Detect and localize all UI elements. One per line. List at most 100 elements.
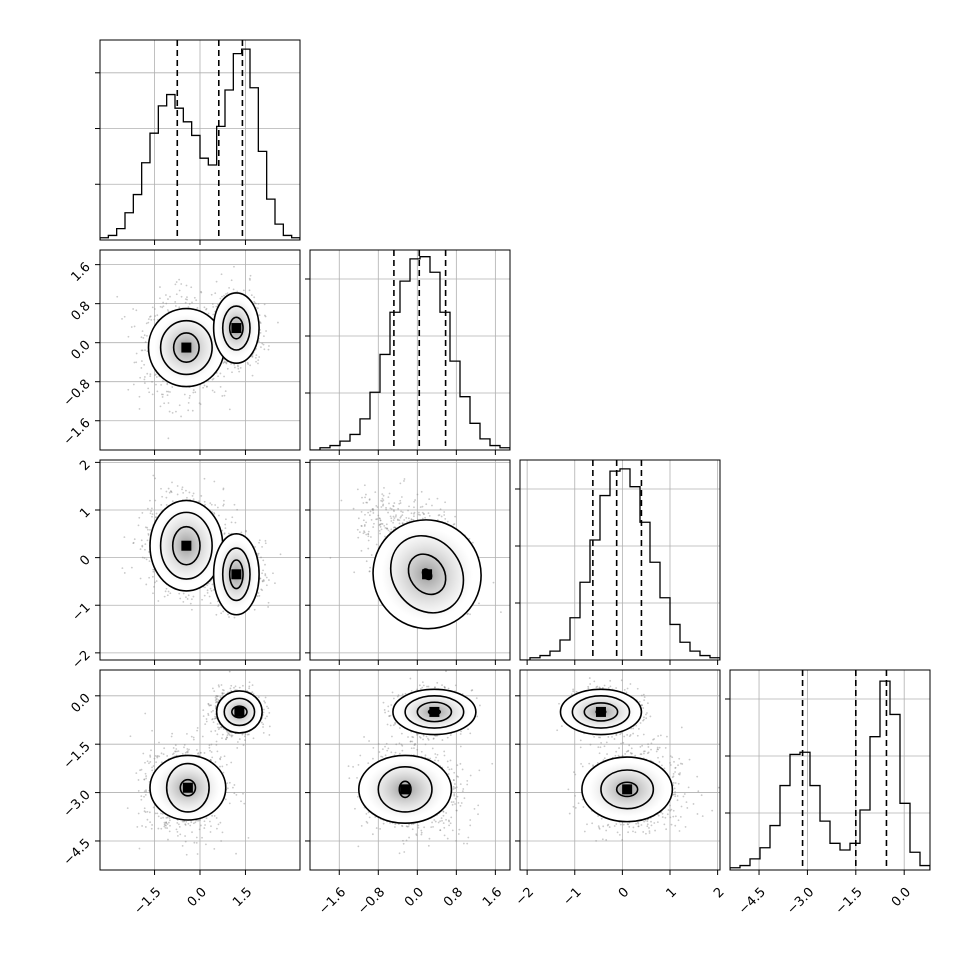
scatter-point bbox=[219, 385, 222, 388]
scatter-point bbox=[139, 548, 142, 551]
scatter-point bbox=[226, 292, 229, 295]
scatter-point bbox=[160, 383, 163, 386]
scatter-point bbox=[379, 532, 381, 535]
scatter-point bbox=[413, 512, 415, 515]
scatter-point bbox=[159, 297, 161, 300]
scatter-point bbox=[437, 514, 440, 517]
contour-level-0_1-1-2 bbox=[212, 292, 260, 364]
scatter-point bbox=[154, 581, 156, 584]
scatter-point bbox=[217, 375, 219, 378]
scatter-point bbox=[116, 295, 119, 298]
scatter-point bbox=[145, 322, 148, 325]
scatter-point bbox=[149, 375, 152, 377]
scatter-point bbox=[372, 509, 374, 512]
panel-2-1 bbox=[305, 459, 511, 665]
scatter-point bbox=[139, 577, 142, 580]
ytick-label-2-2: 0 bbox=[77, 553, 93, 569]
scatter-point bbox=[143, 382, 146, 384]
contour-level-0_2-1-2 bbox=[212, 533, 260, 616]
scatter-point bbox=[379, 519, 382, 522]
scatter-point bbox=[277, 321, 279, 324]
scatter-point bbox=[384, 527, 387, 529]
scatter-point bbox=[132, 308, 135, 310]
scatter-point bbox=[154, 477, 157, 480]
scatter-point bbox=[356, 488, 359, 491]
scatter-point bbox=[178, 278, 181, 281]
scatter-point bbox=[222, 504, 225, 507]
scatter-point bbox=[264, 563, 266, 566]
scatter-point bbox=[224, 527, 227, 530]
scatter-point bbox=[390, 508, 393, 510]
scatter-point bbox=[362, 532, 365, 535]
scatter-point bbox=[389, 515, 392, 518]
scatter-point bbox=[162, 301, 165, 304]
scatter-point bbox=[155, 516, 157, 519]
scatter-point bbox=[170, 491, 173, 494]
scatter-point bbox=[133, 538, 136, 541]
scatter-point bbox=[224, 361, 227, 363]
scatter-point bbox=[265, 576, 268, 579]
scatter-point bbox=[258, 541, 260, 544]
scatter-point bbox=[216, 600, 219, 603]
scatter-point bbox=[143, 376, 146, 378]
scatter-point bbox=[222, 487, 225, 490]
scatter-point bbox=[211, 378, 214, 381]
scatter-point bbox=[150, 510, 153, 513]
scatter-point bbox=[178, 289, 181, 292]
scatter-point bbox=[236, 508, 239, 511]
scatter-point bbox=[200, 291, 203, 294]
density-peak-0_2-0 bbox=[181, 540, 192, 551]
scatter-point bbox=[253, 296, 256, 299]
scatter-point bbox=[187, 402, 190, 404]
scatter-point bbox=[221, 295, 223, 298]
scatter-point bbox=[153, 318, 156, 321]
scatter-point bbox=[176, 485, 179, 487]
scatter-point bbox=[147, 532, 150, 535]
scatter-point bbox=[165, 503, 168, 506]
scatter-point bbox=[200, 290, 202, 293]
scatter-point bbox=[167, 402, 170, 404]
scatter-point bbox=[146, 526, 149, 529]
scatter-point bbox=[168, 491, 171, 494]
scatter-point bbox=[148, 391, 151, 394]
scatter-point bbox=[151, 380, 153, 383]
scatter-point bbox=[127, 335, 130, 338]
histogram-1 bbox=[310, 256, 510, 450]
scatter-point bbox=[365, 521, 368, 524]
scatter-point bbox=[379, 525, 382, 528]
scatter-point bbox=[142, 337, 145, 339]
scatter-point bbox=[150, 507, 153, 510]
scatter-point bbox=[171, 386, 174, 388]
scatter-point bbox=[159, 286, 161, 288]
scatter-point bbox=[217, 604, 220, 606]
scatter-point bbox=[159, 405, 162, 408]
scatter-point bbox=[398, 502, 401, 505]
contour-level-0_1-1-1 bbox=[221, 305, 251, 351]
scatter-point bbox=[259, 577, 262, 580]
scatter-point bbox=[212, 306, 215, 308]
scatter-point bbox=[178, 306, 181, 309]
scatter-point bbox=[428, 515, 431, 517]
scatter-point bbox=[329, 556, 332, 559]
scatter-point bbox=[380, 528, 383, 531]
scatter-point bbox=[144, 349, 146, 352]
scatter-point bbox=[257, 302, 260, 305]
scatter-point bbox=[257, 592, 260, 594]
scatter-point bbox=[149, 316, 151, 318]
scatter-point bbox=[146, 372, 149, 375]
scatter-point bbox=[223, 532, 226, 535]
scatter-point bbox=[258, 539, 261, 542]
scatter-point bbox=[147, 534, 150, 536]
scatter-point bbox=[178, 592, 181, 595]
scatter-point bbox=[444, 501, 447, 504]
scatter-point bbox=[368, 514, 371, 517]
scatter-point bbox=[399, 502, 402, 504]
scatter-point bbox=[390, 517, 393, 520]
contour-level-0_1-0-1 bbox=[159, 319, 213, 376]
scatter-point bbox=[205, 307, 208, 310]
scatter-point bbox=[196, 306, 199, 309]
scatter-point bbox=[149, 499, 151, 502]
scatter-point bbox=[165, 302, 168, 305]
scatter-point bbox=[262, 578, 265, 581]
scatter-point bbox=[188, 302, 191, 305]
